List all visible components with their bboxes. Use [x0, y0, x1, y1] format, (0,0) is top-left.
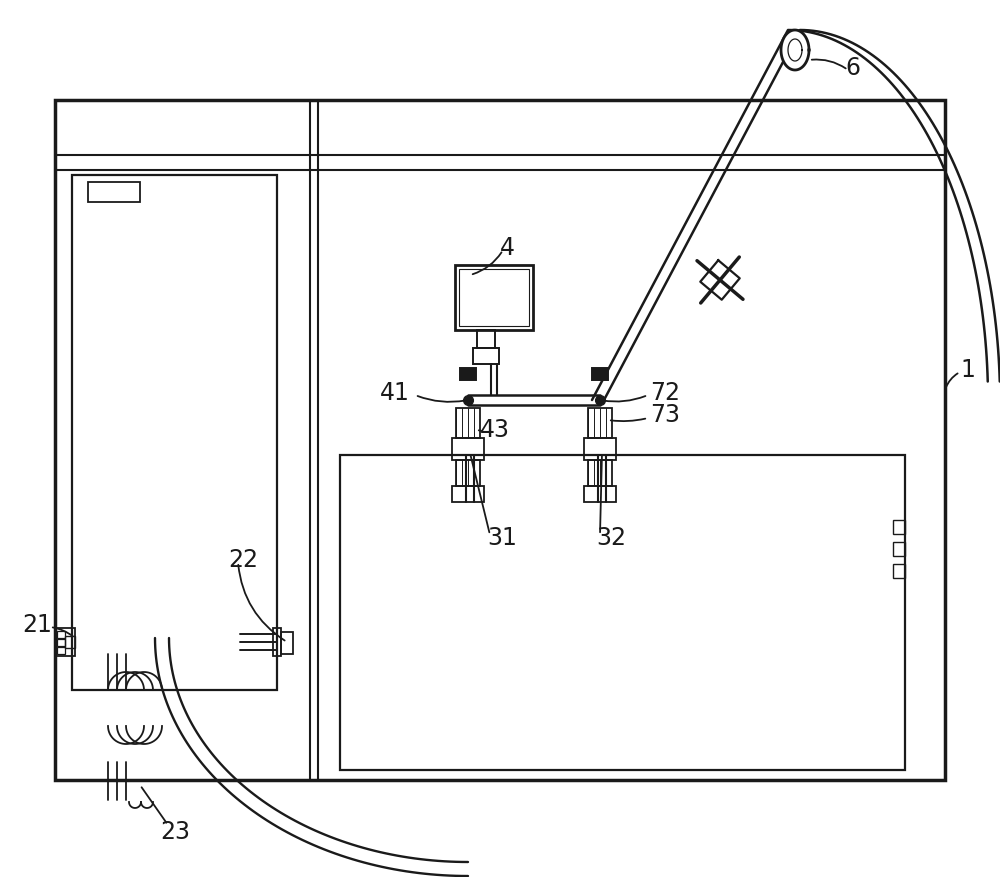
Bar	[72, 175, 277, 690]
Text: 21: 21	[22, 613, 52, 637]
Text: 4: 4	[500, 236, 515, 260]
Bar	[460, 368, 476, 380]
Bar	[592, 368, 608, 380]
Bar	[477, 330, 495, 348]
Bar	[893, 564, 905, 578]
Bar	[893, 542, 905, 556]
Bar	[55, 100, 945, 780]
Bar	[57, 647, 65, 654]
Text: 72: 72	[650, 381, 680, 405]
Bar	[456, 460, 480, 486]
Text: 41: 41	[380, 381, 410, 405]
Bar	[459, 269, 529, 326]
Bar	[88, 182, 140, 202]
Bar	[57, 639, 65, 646]
Text: 31: 31	[487, 526, 517, 550]
Bar	[588, 460, 612, 486]
Bar	[65, 636, 75, 648]
Bar	[340, 455, 905, 770]
Bar	[893, 520, 905, 534]
Bar	[584, 438, 616, 460]
Text: 43: 43	[480, 418, 510, 442]
Text: 6: 6	[845, 56, 860, 80]
Bar	[57, 631, 65, 638]
Text: 73: 73	[650, 403, 680, 427]
Text: 23: 23	[160, 820, 190, 844]
Text: 1: 1	[960, 358, 975, 382]
Bar	[452, 438, 484, 460]
Text: 32: 32	[596, 526, 626, 550]
Bar	[456, 408, 480, 438]
Polygon shape	[781, 30, 809, 70]
Bar	[281, 632, 293, 654]
Bar	[473, 348, 499, 364]
Bar	[588, 408, 612, 438]
Bar	[584, 486, 616, 502]
Text: 22: 22	[228, 548, 258, 572]
Bar	[455, 265, 533, 330]
Bar	[55, 628, 75, 656]
Bar	[452, 486, 484, 502]
Bar	[273, 628, 281, 656]
